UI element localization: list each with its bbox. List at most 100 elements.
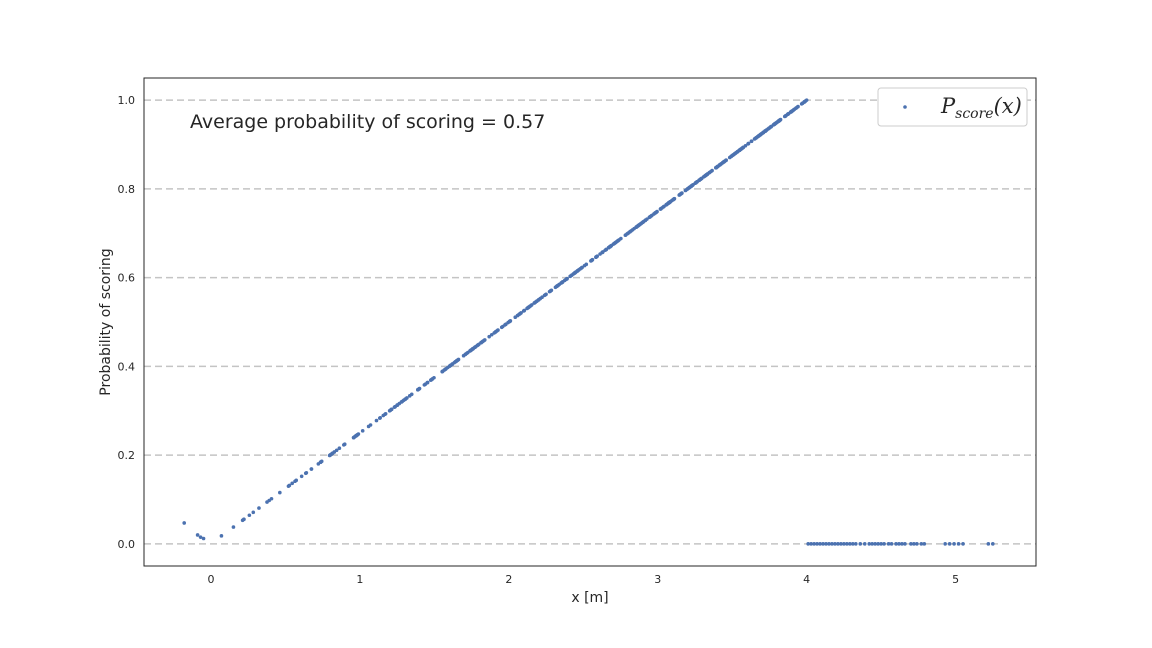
- data-point: [714, 165, 718, 170]
- data-point: [507, 319, 512, 324]
- data-point: [640, 220, 645, 225]
- data-point: [629, 229, 633, 233]
- data-point: [685, 187, 689, 191]
- data-point: [265, 500, 269, 504]
- data-point: [915, 542, 919, 546]
- data-point: [737, 148, 742, 152]
- data-point: [809, 542, 813, 546]
- data-point: [251, 510, 256, 515]
- data-point: [757, 133, 761, 138]
- legend-argument: (x): [994, 94, 1022, 118]
- data-point: [355, 433, 360, 437]
- average-annotation: Average probability of scoring = 0.57: [190, 111, 545, 133]
- data-point: [717, 163, 722, 167]
- data-point: [677, 193, 682, 197]
- y-tick-label: 0.8: [118, 183, 136, 196]
- data-point: [445, 365, 450, 370]
- data-point: [821, 542, 825, 546]
- data-point: [956, 542, 961, 546]
- data-point: [862, 542, 867, 546]
- data-point: [219, 534, 224, 538]
- data-point: [309, 467, 314, 471]
- data-point: [626, 231, 631, 235]
- data-point: [824, 542, 828, 546]
- data-point: [278, 490, 282, 495]
- data-point: [417, 386, 422, 391]
- data-point: [762, 129, 767, 134]
- data-point: [876, 542, 880, 546]
- data-point: [743, 143, 748, 148]
- data-point: [500, 324, 505, 329]
- data-point: [879, 542, 883, 546]
- plot-frame: [143, 77, 1037, 567]
- data-point: [815, 542, 819, 546]
- data-point: [496, 328, 500, 332]
- legend-subscript: score: [955, 106, 993, 122]
- data-point: [400, 399, 405, 404]
- points-layer: [182, 98, 995, 546]
- data-point: [182, 521, 187, 525]
- data-point: [858, 542, 863, 546]
- data-point: [489, 332, 494, 337]
- data-point: [527, 304, 532, 309]
- data-point: [791, 108, 796, 112]
- data-point: [919, 542, 924, 546]
- data-point: [648, 215, 652, 219]
- data-point: [842, 542, 846, 546]
- data-point: [342, 442, 347, 447]
- data-point: [701, 175, 706, 179]
- y-tick-label: 1.0: [118, 94, 136, 107]
- data-point: [549, 288, 554, 293]
- x-tick-label: 5: [952, 573, 959, 586]
- data-point: [483, 338, 487, 342]
- x-axis-label: x [m]: [571, 590, 608, 606]
- y-ticks: 0.0 0.2 0.4 0.6 0.8 1.0: [118, 94, 136, 551]
- data-point: [582, 263, 587, 268]
- x-tick-label: 4: [803, 573, 810, 586]
- data-point: [287, 483, 292, 488]
- data-point: [903, 542, 907, 546]
- data-point: [830, 542, 834, 546]
- data-point: [704, 173, 709, 177]
- data-point: [201, 536, 206, 541]
- data-point: [304, 470, 309, 475]
- data-point: [848, 542, 852, 546]
- data-point: [845, 542, 849, 546]
- data-point: [912, 542, 916, 546]
- legend-entry: Pscore(x): [940, 94, 1022, 122]
- data-point: [690, 183, 695, 188]
- data-point: [575, 269, 579, 273]
- data-point: [594, 255, 598, 259]
- data-point: [316, 462, 321, 466]
- data-point: [870, 542, 874, 546]
- data-point: [257, 506, 261, 510]
- data-point: [783, 114, 787, 119]
- data-point: [560, 280, 565, 284]
- data-point: [952, 542, 956, 546]
- data-point: [671, 197, 676, 202]
- data-point: [368, 423, 373, 427]
- data-point: [598, 252, 602, 256]
- data-point: [867, 542, 872, 546]
- data-point: [378, 415, 383, 420]
- data-point: [900, 542, 904, 546]
- data-point: [299, 474, 304, 479]
- legend-box: [877, 87, 1028, 127]
- data-point: [833, 542, 837, 546]
- data-point: [839, 542, 843, 546]
- data-point: [760, 131, 765, 136]
- x-tick-label: 1: [356, 573, 363, 586]
- data-point: [504, 322, 508, 327]
- data-point: [882, 542, 886, 546]
- legend-marker: [903, 105, 907, 109]
- data-point: [469, 348, 473, 353]
- data-point: [477, 342, 481, 347]
- data-point: [806, 542, 810, 546]
- x-tick-label: 3: [654, 573, 661, 586]
- y-tick-label: 0.4: [118, 360, 136, 373]
- data-point: [538, 296, 543, 301]
- data-point: [752, 137, 757, 141]
- legend: Pscore(x): [877, 87, 1028, 127]
- x-ticks: 0 1 2 3 4 5: [208, 573, 960, 586]
- data-point: [553, 285, 558, 290]
